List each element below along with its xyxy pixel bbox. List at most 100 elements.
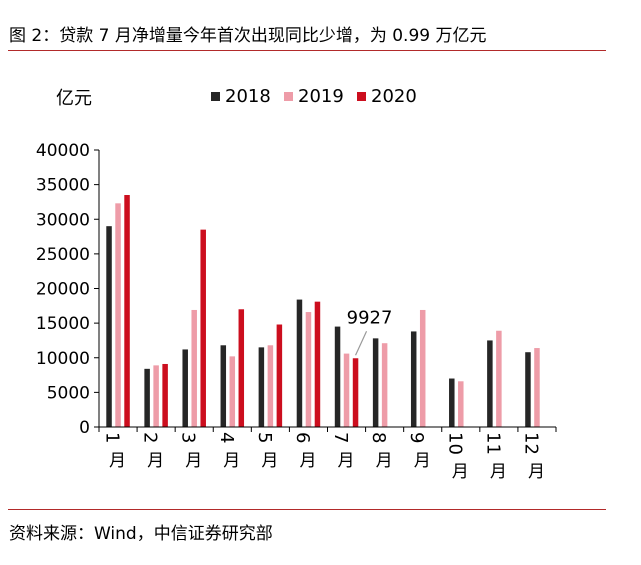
title-rule <box>8 50 606 51</box>
bar-2020-2月 <box>162 363 168 427</box>
x-tick-unit-text: 月 <box>223 451 240 471</box>
bar-annotation: 9927 <box>347 307 393 356</box>
bar-2020-6月 <box>314 301 321 427</box>
x-tick-unit-text: 月 <box>338 451 355 471</box>
x-tick-unit-text: 月 <box>261 451 278 471</box>
x-tick-label-7月: 7 <box>330 432 351 443</box>
x-tick-unit-text: 月 <box>109 451 126 471</box>
bar-2020-7月 <box>352 358 359 427</box>
bar-2019-6月 <box>305 312 312 427</box>
bar-2018-3月 <box>182 349 188 427</box>
x-tick-number: 12 <box>520 432 541 455</box>
bar-2018-5月 <box>258 347 265 427</box>
annotation-leader <box>354 331 368 356</box>
x-tick-unit-text: 月 <box>185 451 202 471</box>
x-tick-unit-text: 月 <box>147 451 164 471</box>
x-tick-number: 1 <box>102 432 123 443</box>
y-tick-label: 5000 <box>47 383 90 403</box>
x-tick-unit: 月 <box>376 451 393 471</box>
x-tick-number: 8 <box>368 432 389 443</box>
bar-2019-8月 <box>381 343 388 427</box>
x-tick-unit: 月 <box>414 451 431 471</box>
legend-swatch-2019 <box>284 92 293 101</box>
x-tick-number: 11 <box>482 432 503 455</box>
bar-2019-5月 <box>267 345 274 427</box>
x-tick-unit-text: 月 <box>490 462 507 482</box>
bar-2018-9月 <box>410 331 417 427</box>
x-tick-label-5月: 5 <box>254 432 275 443</box>
y-tick-label: 0 <box>79 418 90 438</box>
bar-2020-1月 <box>124 195 130 427</box>
x-tick-unit-text: 月 <box>414 451 431 471</box>
bar-2019-4月 <box>229 356 236 427</box>
legend-swatch-2018 <box>211 92 220 101</box>
x-tick-unit: 月 <box>223 451 240 471</box>
bar-2019-2月 <box>153 365 159 427</box>
legend-label-2019: 2019 <box>298 86 344 107</box>
y-tick-label: 20000 <box>36 280 90 300</box>
annotation-label: 9927 <box>347 307 393 328</box>
bar-2018-10月 <box>449 378 455 427</box>
x-tick-label-1月: 1 <box>102 432 123 443</box>
bar-2019-12月 <box>534 348 540 427</box>
bar-2018-12月 <box>525 352 531 427</box>
y-tick-label: 35000 <box>36 176 90 196</box>
x-tick-number: 2 <box>140 432 161 443</box>
x-tick-label-4月: 4 <box>216 432 237 443</box>
chart-legend: 2018 2019 2020 <box>211 86 417 107</box>
x-tick-label-3月: 3 <box>178 432 199 443</box>
bar-2018-7月 <box>334 326 341 427</box>
x-tick-number: 6 <box>292 432 313 443</box>
x-tick-number: 3 <box>178 432 199 443</box>
x-tick-label-12月: 12 <box>520 432 541 455</box>
x-tick-unit: 月 <box>185 451 202 471</box>
source-rule <box>8 509 606 510</box>
figure-source: 资料来源：Wind，中信证券研究部 <box>9 524 273 544</box>
x-tick-unit: 月 <box>528 462 545 482</box>
x-tick-number: 7 <box>330 432 351 443</box>
x-tick-unit-text: 月 <box>452 462 469 482</box>
x-tick-label-9月: 9 <box>406 432 427 443</box>
bar-2019-9月 <box>419 309 426 427</box>
bar-2018-1月 <box>106 226 112 427</box>
x-tick-unit: 月 <box>490 462 507 482</box>
x-tick-label-11月: 11 <box>482 432 503 455</box>
bar-2018-2月 <box>144 368 150 427</box>
bar-2020-4月 <box>238 309 245 427</box>
bar-2019-7月 <box>343 353 350 427</box>
x-tick-number: 9 <box>406 432 427 443</box>
x-tick-unit: 月 <box>338 451 355 471</box>
legend-swatch-2020 <box>357 92 366 101</box>
x-tick-number: 5 <box>254 432 275 443</box>
bar-2019-11月 <box>496 330 502 427</box>
bar-2020-3月 <box>200 229 206 427</box>
x-tick-label-2月: 2 <box>140 432 161 443</box>
x-tick-unit: 月 <box>147 451 164 471</box>
x-tick-label-6月: 6 <box>292 432 313 443</box>
x-tick-label-8月: 8 <box>368 432 389 443</box>
bar-2019-1月 <box>115 203 121 427</box>
x-axis: 1 月 2 月 3 月 4 月 5 月 6 月 7 月 8 月 9 月 10 月 11 月 12 月 <box>98 426 557 482</box>
bar-2019-3月 <box>191 309 197 427</box>
bar-2018-6月 <box>296 299 303 427</box>
x-tick-label-10月: 10 <box>444 432 465 455</box>
bar-chart: 亿元 2018 2019 2020 0 5000 10000 15000 20000 2500… <box>36 86 557 482</box>
bar-2018-8月 <box>372 338 379 427</box>
y-tick-label: 30000 <box>36 210 90 230</box>
x-tick-unit: 月 <box>299 451 316 471</box>
x-tick-unit-text: 月 <box>528 462 545 482</box>
y-axis-label: 亿元 <box>56 88 92 109</box>
figure-title: 图 2：贷款 7 月净增量今年首次出现同比少增，为 0.99 万亿元 <box>9 26 487 46</box>
x-tick-number: 10 <box>444 432 465 455</box>
x-tick-unit: 月 <box>109 451 126 471</box>
y-tick-label: 25000 <box>36 245 90 265</box>
legend-label-2018: 2018 <box>225 86 271 107</box>
x-tick-unit: 月 <box>261 451 278 471</box>
y-tick-label: 40000 <box>36 141 90 161</box>
x-tick-number: 4 <box>216 432 237 443</box>
bar-2018-4月 <box>220 345 227 427</box>
bar-2018-11月 <box>487 340 493 427</box>
x-tick-unit: 月 <box>452 462 469 482</box>
bar-2020-5月 <box>276 324 283 427</box>
y-tick-label: 15000 <box>36 314 90 334</box>
